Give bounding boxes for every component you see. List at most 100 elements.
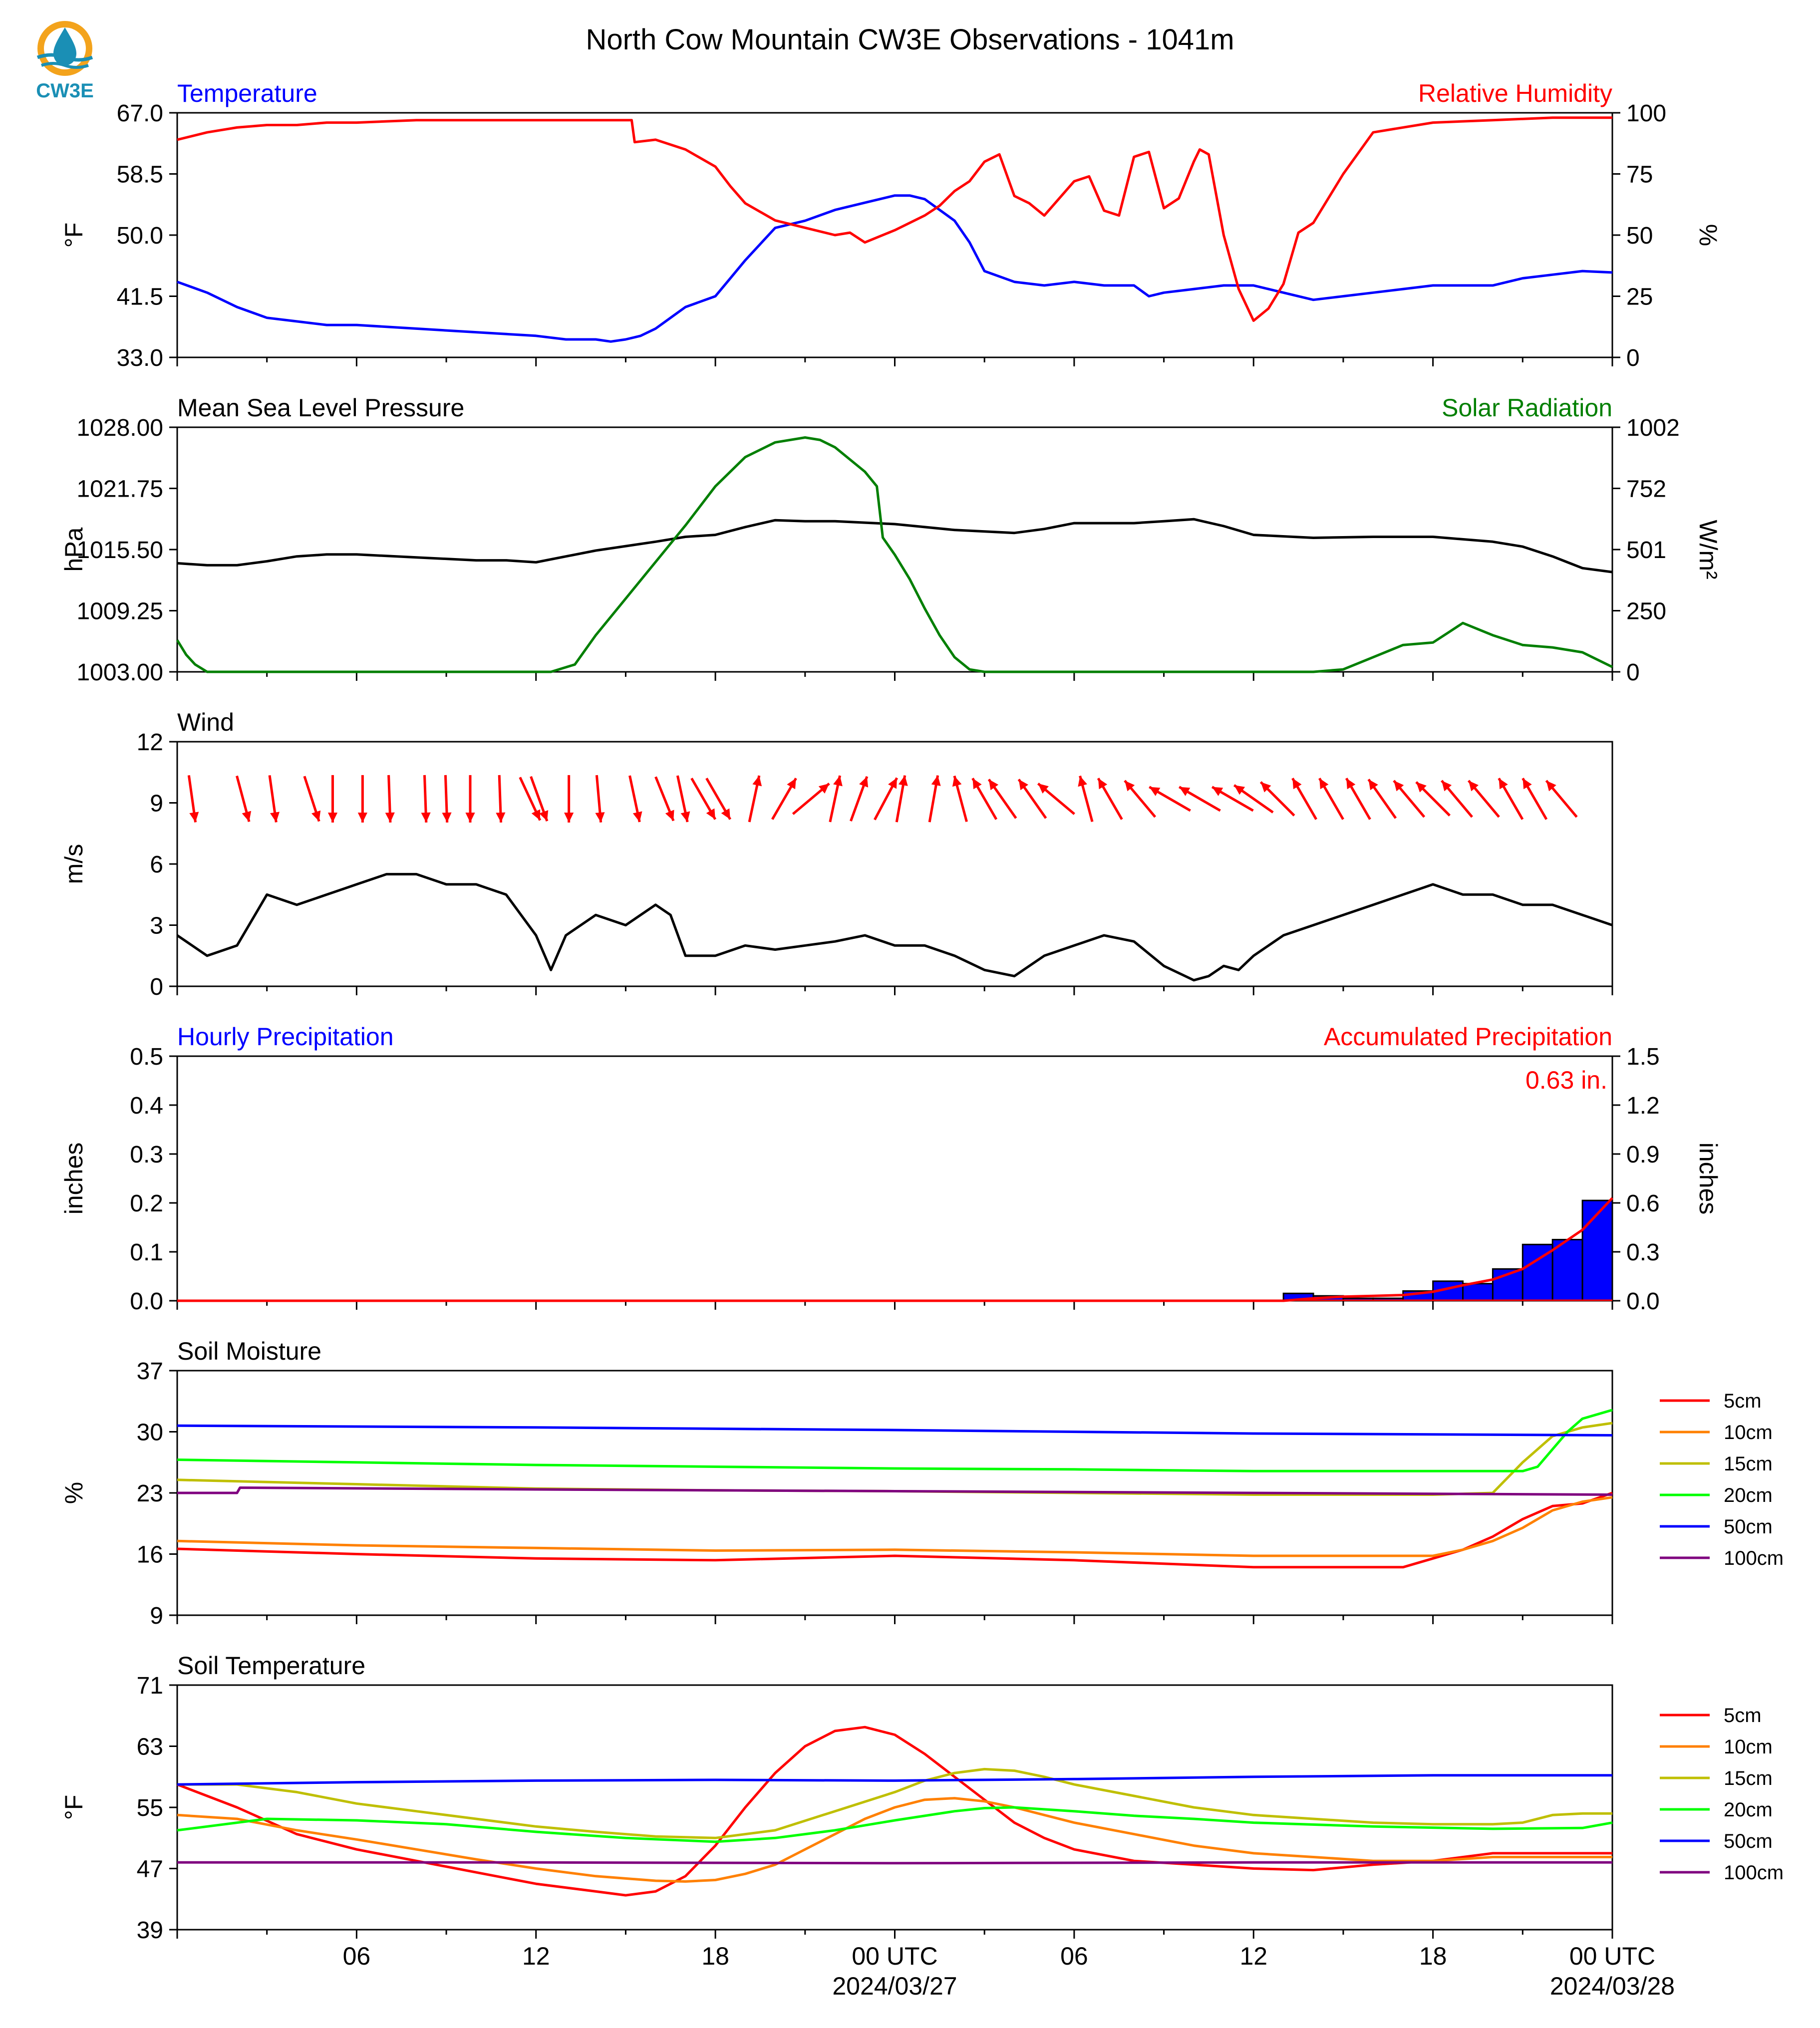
y2-tick-label: 0.6 bbox=[1626, 1190, 1660, 1217]
x-tick-label: 18 bbox=[1419, 1942, 1447, 1970]
y-tick-label: 0.3 bbox=[130, 1142, 163, 1168]
y-axis-label: inches bbox=[60, 1143, 88, 1215]
series-line-relative-humidity bbox=[177, 116, 1612, 322]
wind-arrow-head bbox=[242, 811, 252, 822]
y2-tick-label: 0.9 bbox=[1626, 1142, 1660, 1168]
y2-tick-label: 752 bbox=[1626, 476, 1666, 503]
wind-arrow-head bbox=[1234, 785, 1245, 795]
legend-label: 20cm bbox=[1724, 1799, 1773, 1821]
series-line-temperature bbox=[177, 194, 1613, 343]
y-axis-label: hPa bbox=[60, 527, 88, 572]
wind-arrow-head bbox=[564, 813, 574, 823]
wind-arrow-head bbox=[1292, 778, 1302, 790]
y-tick-label: 16 bbox=[137, 1542, 163, 1568]
legend-label: 5cm bbox=[1724, 1705, 1762, 1727]
accumulated-total-label: 0.63 in. bbox=[1525, 1066, 1607, 1094]
y-axis-label: % bbox=[60, 1482, 88, 1504]
series-line-wind bbox=[176, 872, 1613, 982]
y2-tick-label: 0.0 bbox=[1626, 1288, 1660, 1315]
panel-soilm: Soil Moisture 9 16 23 30 37% 5cm 10cm 15cm 20cm 50… bbox=[60, 1337, 1784, 1629]
wind-arrow-head bbox=[680, 811, 690, 822]
panel-title-left: Wind bbox=[177, 708, 234, 736]
wind-arrow-head bbox=[539, 810, 549, 821]
wind-arrow-head bbox=[833, 775, 843, 787]
x-tick-label: 00 UTC bbox=[852, 1942, 937, 1970]
y2-axis-label: W/m² bbox=[1694, 520, 1722, 579]
y-tick-label: 41.5 bbox=[117, 284, 163, 310]
y-tick-label: 0 bbox=[150, 974, 163, 1000]
wind-arrow-head bbox=[706, 808, 715, 820]
x-tick-label: 18 bbox=[701, 1942, 729, 1970]
legend-label: 50cm bbox=[1724, 1516, 1773, 1538]
wind-arrow-head bbox=[1394, 780, 1404, 792]
wind-arrow-head bbox=[1078, 776, 1087, 787]
series-line-50cm bbox=[177, 1774, 1612, 1786]
series-line-solar-radiation bbox=[176, 436, 1613, 673]
panel-title-right: Solar Radiation bbox=[1442, 394, 1612, 422]
wind-arrow-head bbox=[1346, 778, 1356, 790]
legend-label: 10cm bbox=[1724, 1422, 1773, 1444]
precip-bar bbox=[1462, 1283, 1494, 1302]
y-tick-label: 9 bbox=[150, 1603, 163, 1629]
wind-arrow-head bbox=[931, 775, 941, 786]
legend-label: 15cm bbox=[1724, 1767, 1773, 1789]
legend-label: 50cm bbox=[1724, 1830, 1773, 1852]
wind-arrow-head bbox=[1546, 780, 1556, 792]
y2-tick-label: 1.2 bbox=[1626, 1093, 1660, 1119]
y2-tick-label: 0 bbox=[1626, 659, 1640, 686]
y2-tick-label: 25 bbox=[1626, 284, 1653, 310]
wind-arrow-head bbox=[531, 809, 541, 821]
panel-title-left: Hourly Precipitation bbox=[177, 1023, 394, 1051]
legend-label: 10cm bbox=[1724, 1736, 1773, 1758]
x-tick-label: 12 bbox=[1239, 1942, 1267, 1970]
logo-text: CW3E bbox=[36, 80, 94, 102]
wind-arrow-head bbox=[752, 775, 762, 787]
panel-title-left: Soil Temperature bbox=[177, 1652, 365, 1680]
wind-arrow-head bbox=[1098, 778, 1108, 790]
y-axis-label: °F bbox=[60, 1795, 88, 1820]
y-tick-label: 33.0 bbox=[117, 345, 163, 371]
legend-label: 5cm bbox=[1724, 1390, 1762, 1412]
y2-tick-label: 1.5 bbox=[1626, 1044, 1660, 1070]
wind-arrow-head bbox=[1319, 778, 1329, 790]
wind-arrow-head bbox=[952, 776, 962, 787]
y-tick-label: 1021.75 bbox=[76, 476, 163, 503]
y-tick-label: 3 bbox=[150, 913, 163, 939]
wind-arrow-head bbox=[818, 783, 830, 794]
y2-tick-label: 0 bbox=[1626, 345, 1640, 371]
wind-arrow-head bbox=[787, 778, 796, 790]
wind-arrow-head bbox=[496, 812, 506, 823]
wind-arrow-head bbox=[632, 811, 642, 822]
wind-arrow-head bbox=[1179, 787, 1191, 796]
accumulated-precip-line bbox=[177, 1197, 1613, 1302]
plot-frame bbox=[176, 426, 1613, 673]
y-tick-label: 12 bbox=[137, 729, 163, 756]
wind-arrow-head bbox=[988, 779, 999, 791]
figure-title: North Cow Mountain CW3E Observations - 1… bbox=[586, 23, 1234, 56]
y-tick-label: 30 bbox=[137, 1420, 163, 1446]
panel-temp: Temperature Relative Humidity 33.0 41.5 50.0… bbox=[60, 79, 1722, 371]
series-line-20cm bbox=[177, 1806, 1613, 1843]
y-tick-label: 58.5 bbox=[117, 162, 163, 188]
wind-arrow-head bbox=[1149, 787, 1161, 796]
wind-arrow-head bbox=[385, 812, 395, 823]
y2-tick-label: 75 bbox=[1626, 162, 1653, 188]
y-tick-label: 1009.25 bbox=[76, 598, 163, 625]
wind-arrow-head bbox=[972, 778, 982, 790]
y-tick-label: 67.0 bbox=[117, 100, 163, 127]
wind-arrow-head bbox=[1468, 780, 1479, 792]
series-line-10cm bbox=[177, 1797, 1612, 1883]
y2-axis-label: inches bbox=[1694, 1143, 1722, 1215]
wind-arrow-head bbox=[311, 810, 321, 822]
series-line-10cm bbox=[177, 1496, 1613, 1557]
y-tick-label: 0.5 bbox=[130, 1044, 163, 1070]
wind-arrow-head bbox=[1038, 783, 1049, 794]
y-tick-label: 1015.50 bbox=[76, 537, 163, 564]
panel-title-left: Temperature bbox=[177, 79, 317, 107]
wind-arrow-head bbox=[1368, 779, 1378, 791]
series-line-mean-sea-level-pressure bbox=[177, 518, 1613, 574]
y-axis-label: m/s bbox=[60, 844, 88, 884]
panel-soilt: Soil Temperature 39 47 55 63 71 °F 5cm 10cm 15cm 2… bbox=[60, 1652, 1784, 1944]
wind-arrow-head bbox=[1522, 778, 1532, 790]
